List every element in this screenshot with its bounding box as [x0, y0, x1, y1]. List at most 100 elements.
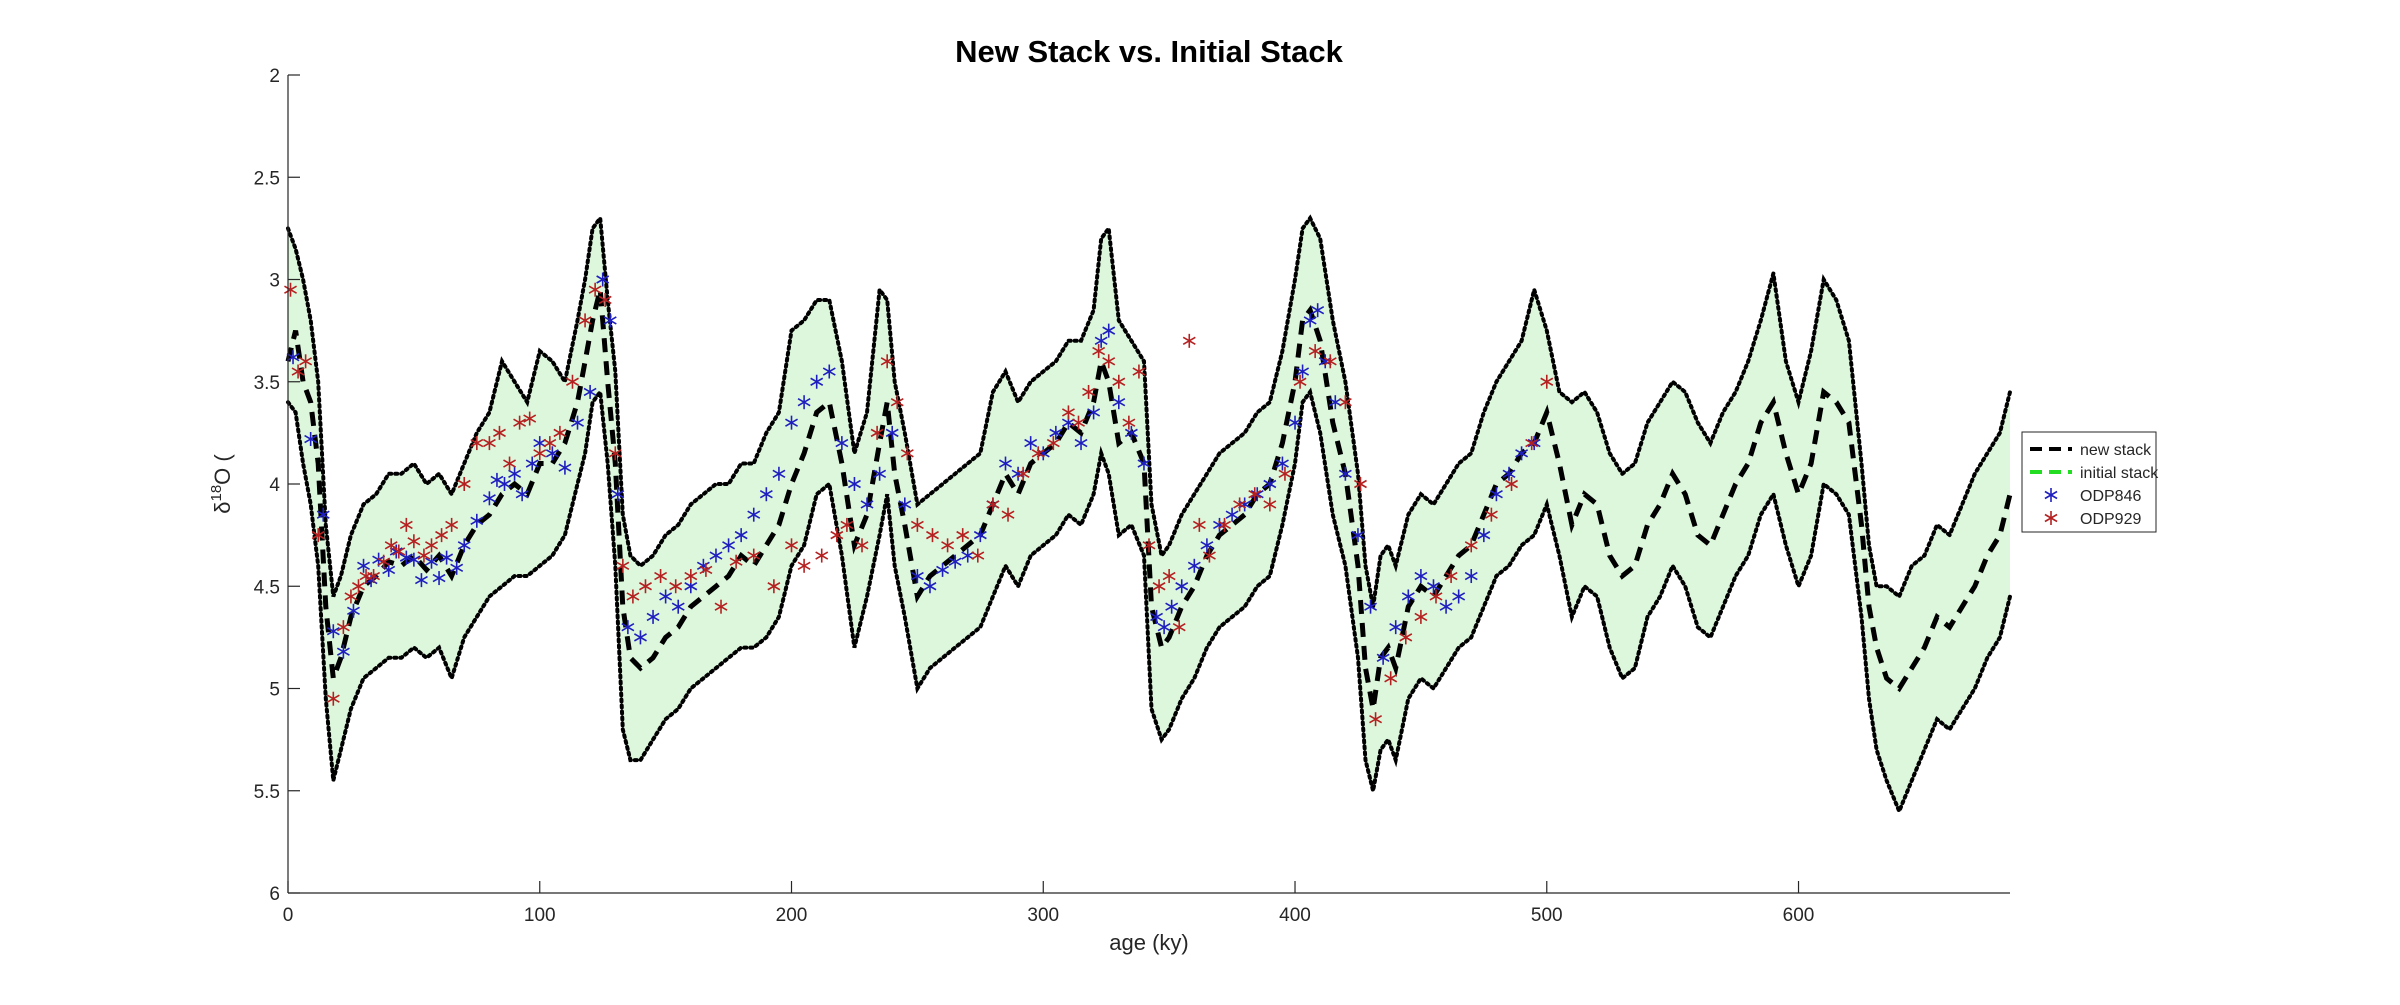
point-odp846 [747, 507, 761, 522]
point-odp846 [407, 552, 421, 567]
point-odp846 [304, 432, 318, 447]
point-odp929 [503, 456, 517, 471]
point-odp929 [1031, 446, 1045, 461]
point-odp846 [1338, 466, 1352, 481]
point-odp846 [1328, 395, 1342, 410]
point-odp846 [596, 272, 610, 287]
point-odp846 [772, 466, 786, 481]
point-odp929 [639, 579, 652, 594]
point-odp929 [553, 425, 567, 440]
point-odp929 [608, 446, 622, 461]
point-odp929 [326, 691, 340, 706]
point-odp846 [571, 415, 584, 430]
point-odp929 [1152, 579, 1166, 594]
point-odp929 [1338, 395, 1352, 410]
point-odp846 [785, 415, 798, 430]
point-odp846 [1296, 364, 1310, 379]
point-odp929 [767, 579, 781, 594]
point-odp929 [1061, 405, 1075, 420]
point-odp929 [1308, 344, 1322, 359]
y-axis-label-base: δ [210, 502, 235, 514]
legend-item: ODP929 [2044, 511, 2141, 528]
point-odp846 [797, 395, 811, 410]
point-odp929 [1142, 538, 1156, 553]
point-odp929 [926, 528, 939, 543]
point-odp846 [326, 624, 340, 639]
point-odp846 [633, 630, 647, 645]
y-tick-label: 2.5 [254, 168, 280, 189]
point-odp929 [956, 528, 970, 543]
point-odp929 [747, 548, 761, 563]
point-odp846 [1074, 436, 1088, 451]
point-odp929 [1429, 589, 1443, 604]
point-odp846 [1175, 579, 1189, 594]
point-odp929 [1218, 517, 1231, 532]
point-odp846 [1515, 446, 1529, 461]
point-odp846 [1200, 538, 1214, 553]
point-odp846 [450, 560, 464, 575]
point-odp846 [399, 550, 413, 565]
y-axis-label-superscript: 18 [208, 485, 225, 502]
band-fill [288, 218, 2010, 812]
point-odp846 [860, 497, 874, 512]
point-odp929 [986, 497, 1000, 512]
point-odp846 [583, 384, 597, 399]
point-odp929 [870, 425, 884, 440]
point-odp929 [1505, 477, 1518, 491]
point-odp929 [493, 425, 506, 440]
legend-item: new stack [2030, 442, 2152, 459]
point-odp846 [1489, 487, 1503, 502]
point-odp929 [284, 282, 297, 297]
point-odp929 [1122, 415, 1136, 430]
point-odp846 [336, 644, 350, 659]
point-odp929 [1540, 374, 1554, 389]
point-odp929 [900, 446, 914, 461]
point-odp846 [1250, 487, 1264, 502]
point-odp929 [1046, 436, 1060, 451]
point-odp929 [1525, 436, 1539, 451]
series-upper-bound [286, 212, 2012, 608]
point-odp846 [1011, 466, 1025, 481]
axes: 0 100 200 300 400 500 600 2 2.5 3 3.5 4 4.5 5 5.5 6 [254, 66, 2010, 926]
point-odp846 [1263, 477, 1277, 491]
x-tick-label: 100 [524, 905, 556, 926]
point-odp846 [1187, 558, 1201, 573]
y-tick-label: 5 [269, 680, 280, 701]
point-odp846 [525, 456, 539, 471]
point-odp846 [1389, 620, 1403, 635]
point-odp846 [898, 497, 912, 512]
point-odp846 [1157, 620, 1171, 635]
uncertainty-band [288, 218, 2010, 812]
point-odp929 [797, 558, 811, 573]
point-odp846 [1351, 528, 1365, 543]
point-odp846 [835, 436, 849, 451]
point-odp846 [1024, 436, 1038, 451]
x-tick-label: 600 [1783, 905, 1815, 926]
point-odp846 [457, 538, 471, 553]
point-odp929 [941, 538, 955, 553]
point-odp846 [1036, 446, 1050, 461]
point-odp929 [840, 517, 854, 532]
point-odp929 [1323, 354, 1337, 369]
point-odp846 [515, 487, 529, 502]
point-odp929 [1444, 569, 1458, 584]
point-odp846 [1464, 569, 1478, 584]
point-odp929 [392, 544, 406, 559]
point-odp846 [1213, 517, 1226, 532]
legend: new stack initial stack ODP846 ODP929 [2021, 431, 2159, 533]
point-odp929 [1233, 497, 1247, 512]
point-odp929 [1384, 671, 1398, 686]
y-axis-label: δ18O ( [208, 454, 235, 514]
point-odp846 [1364, 599, 1378, 614]
point-odp846 [847, 477, 861, 491]
point-odp929 [513, 415, 527, 430]
point-odp846 [440, 550, 454, 565]
point-odp929 [626, 589, 640, 604]
point-odp929 [588, 282, 602, 297]
point-odp846 [558, 460, 572, 475]
point-odp846 [873, 466, 887, 481]
point-odp929 [399, 517, 413, 532]
point-odp929 [425, 538, 438, 553]
point-odp846 [482, 491, 496, 506]
